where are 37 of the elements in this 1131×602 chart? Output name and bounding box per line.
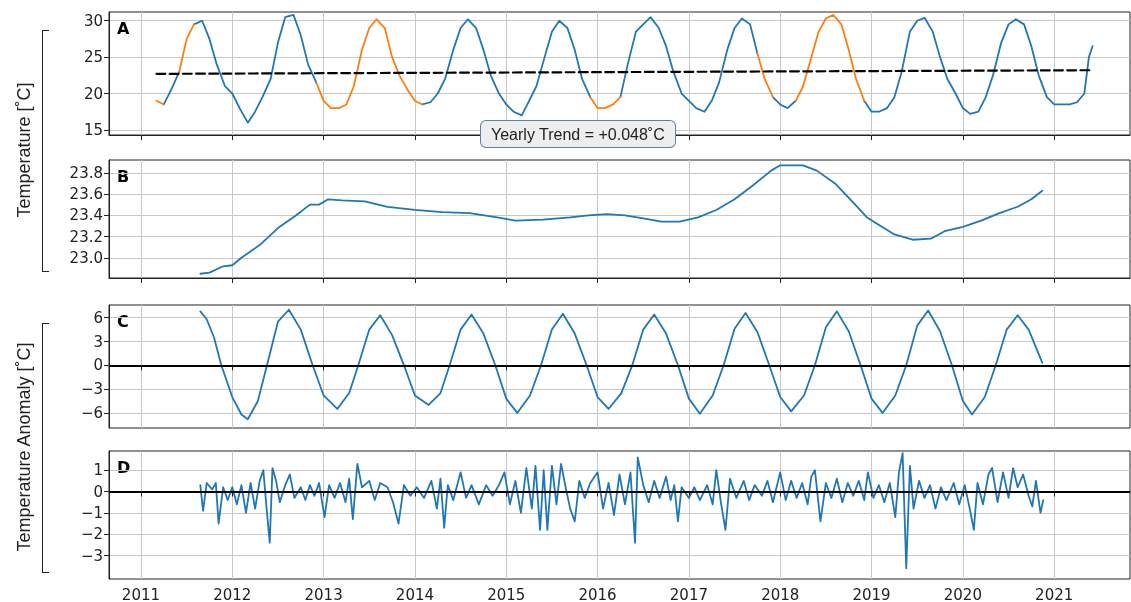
line-series [199, 164, 1044, 275]
y-tick-label: 6 [93, 308, 103, 327]
y-axis-title: Temperature [˚C] [13, 82, 35, 218]
line-series [199, 452, 1045, 570]
y-tick-label: 3 [93, 332, 103, 351]
y-tick-label: 23.0 [69, 248, 103, 267]
x-tick-label: 2015 [487, 585, 526, 602]
x-tick-label: 2021 [1035, 585, 1074, 602]
x-tick-label: 2016 [578, 585, 617, 602]
x-tick-label: 2019 [852, 585, 891, 602]
x-tick-label: 2018 [761, 585, 800, 602]
y-tick-label: 0 [93, 482, 103, 501]
y-tick-label: 0 [93, 356, 103, 375]
y-tick-label: −2 [80, 525, 103, 544]
y-tick-label: −1 [80, 503, 103, 522]
y-tick-label: 30 [83, 11, 103, 30]
annotation: A [117, 18, 130, 38]
y-tick-label: 25 [83, 48, 103, 67]
x-tick-label: 2012 [213, 585, 252, 602]
line-series [199, 308, 1044, 421]
y-tick-label: 1 [93, 461, 103, 480]
y-tick-label: 23.4 [69, 206, 103, 225]
x-tick-label: 2011 [121, 585, 161, 602]
x-tick-label: 2014 [395, 585, 435, 602]
y-tick-label: 23.6 [69, 185, 103, 204]
x-tick-label: 2013 [304, 585, 343, 602]
y-tick-label: 23.2 [69, 227, 103, 246]
y-tick-label: 23.8 [69, 163, 103, 182]
y-tick-label: −6 [80, 403, 103, 422]
x-tick-label: 2020 [943, 585, 982, 602]
y-axis-title: Temperature Anomaly [˚C] [13, 342, 35, 552]
annotation: Yearly Trend = +0.048˚C [491, 125, 665, 143]
y-tick-label: −3 [80, 380, 103, 399]
y-tick-label: 20 [83, 84, 103, 103]
y-tick-label: −3 [80, 546, 103, 565]
x-tick-label: 2017 [669, 585, 708, 602]
y-tick-label: 15 [83, 120, 103, 139]
